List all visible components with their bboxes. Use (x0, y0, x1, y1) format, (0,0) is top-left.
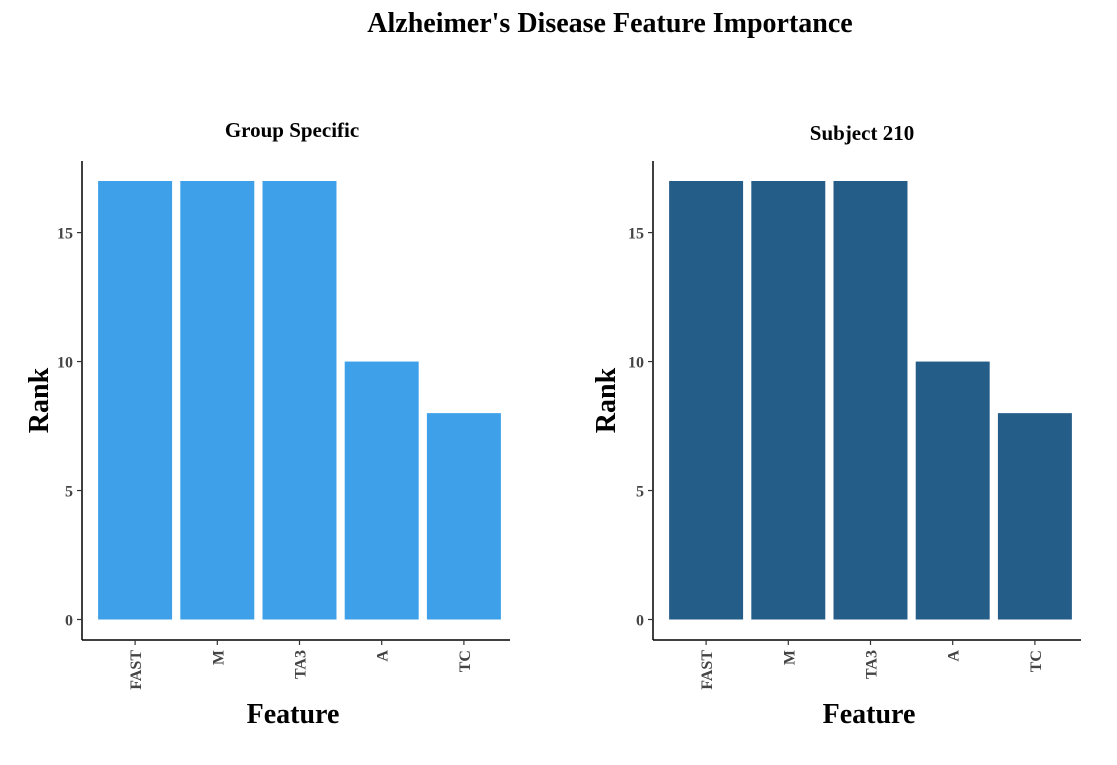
y-axis-label: Rank (24, 367, 55, 433)
bar-ta3 (833, 181, 908, 620)
bar-a (915, 361, 990, 620)
bar-ta3 (262, 181, 337, 620)
x-tick-label-tc: TC (1028, 650, 1045, 672)
y-tick-label: 5 (65, 484, 73, 501)
bar-tc (997, 413, 1072, 620)
figure-title: Alzheimer's Disease Feature Importance (367, 8, 852, 39)
x-tick-label-a: A (375, 650, 392, 662)
x-tick-label-fast: FAST (128, 650, 145, 690)
y-tick-label: 15 (628, 226, 644, 243)
x-tick-label-ta3: TA3 (293, 650, 310, 679)
x-axis-label: Feature (823, 699, 916, 730)
bar-fast (98, 181, 173, 620)
bar-m (180, 181, 255, 620)
bar-tc (426, 413, 501, 620)
chart-panel-group-specific: Group Specific 0 5 10 15 FAST M TA3 A TC Rank Featu… (24, 118, 510, 730)
chart-title: Subject 210 (810, 121, 914, 145)
x-tick-label-a: A (946, 650, 963, 662)
y-tick-label: 0 (636, 613, 644, 630)
x-tick-label-m: M (210, 650, 227, 665)
y-tick-label: 10 (57, 355, 73, 372)
bar-a (344, 361, 419, 620)
x-tick-label-tc: TC (457, 650, 474, 672)
y-tick-label: 10 (628, 355, 644, 372)
x-axis-label: Feature (247, 699, 340, 730)
bar-m (751, 181, 826, 620)
chart-panel-subject-210: Subject 210 0 5 10 15 FAST M TA3 A TC Rank Feature (591, 121, 1081, 730)
y-tick-label: 15 (57, 226, 73, 243)
x-tick-label-ta3: TA3 (864, 650, 881, 679)
bar-fast (669, 181, 744, 620)
chart-title: Group Specific (225, 118, 359, 142)
y-tick-label: 5 (636, 484, 644, 501)
x-tick-label-fast: FAST (699, 650, 716, 690)
y-tick-label: 0 (65, 613, 73, 630)
x-tick-label-m: M (781, 650, 798, 665)
y-axis-label: Rank (591, 367, 622, 433)
